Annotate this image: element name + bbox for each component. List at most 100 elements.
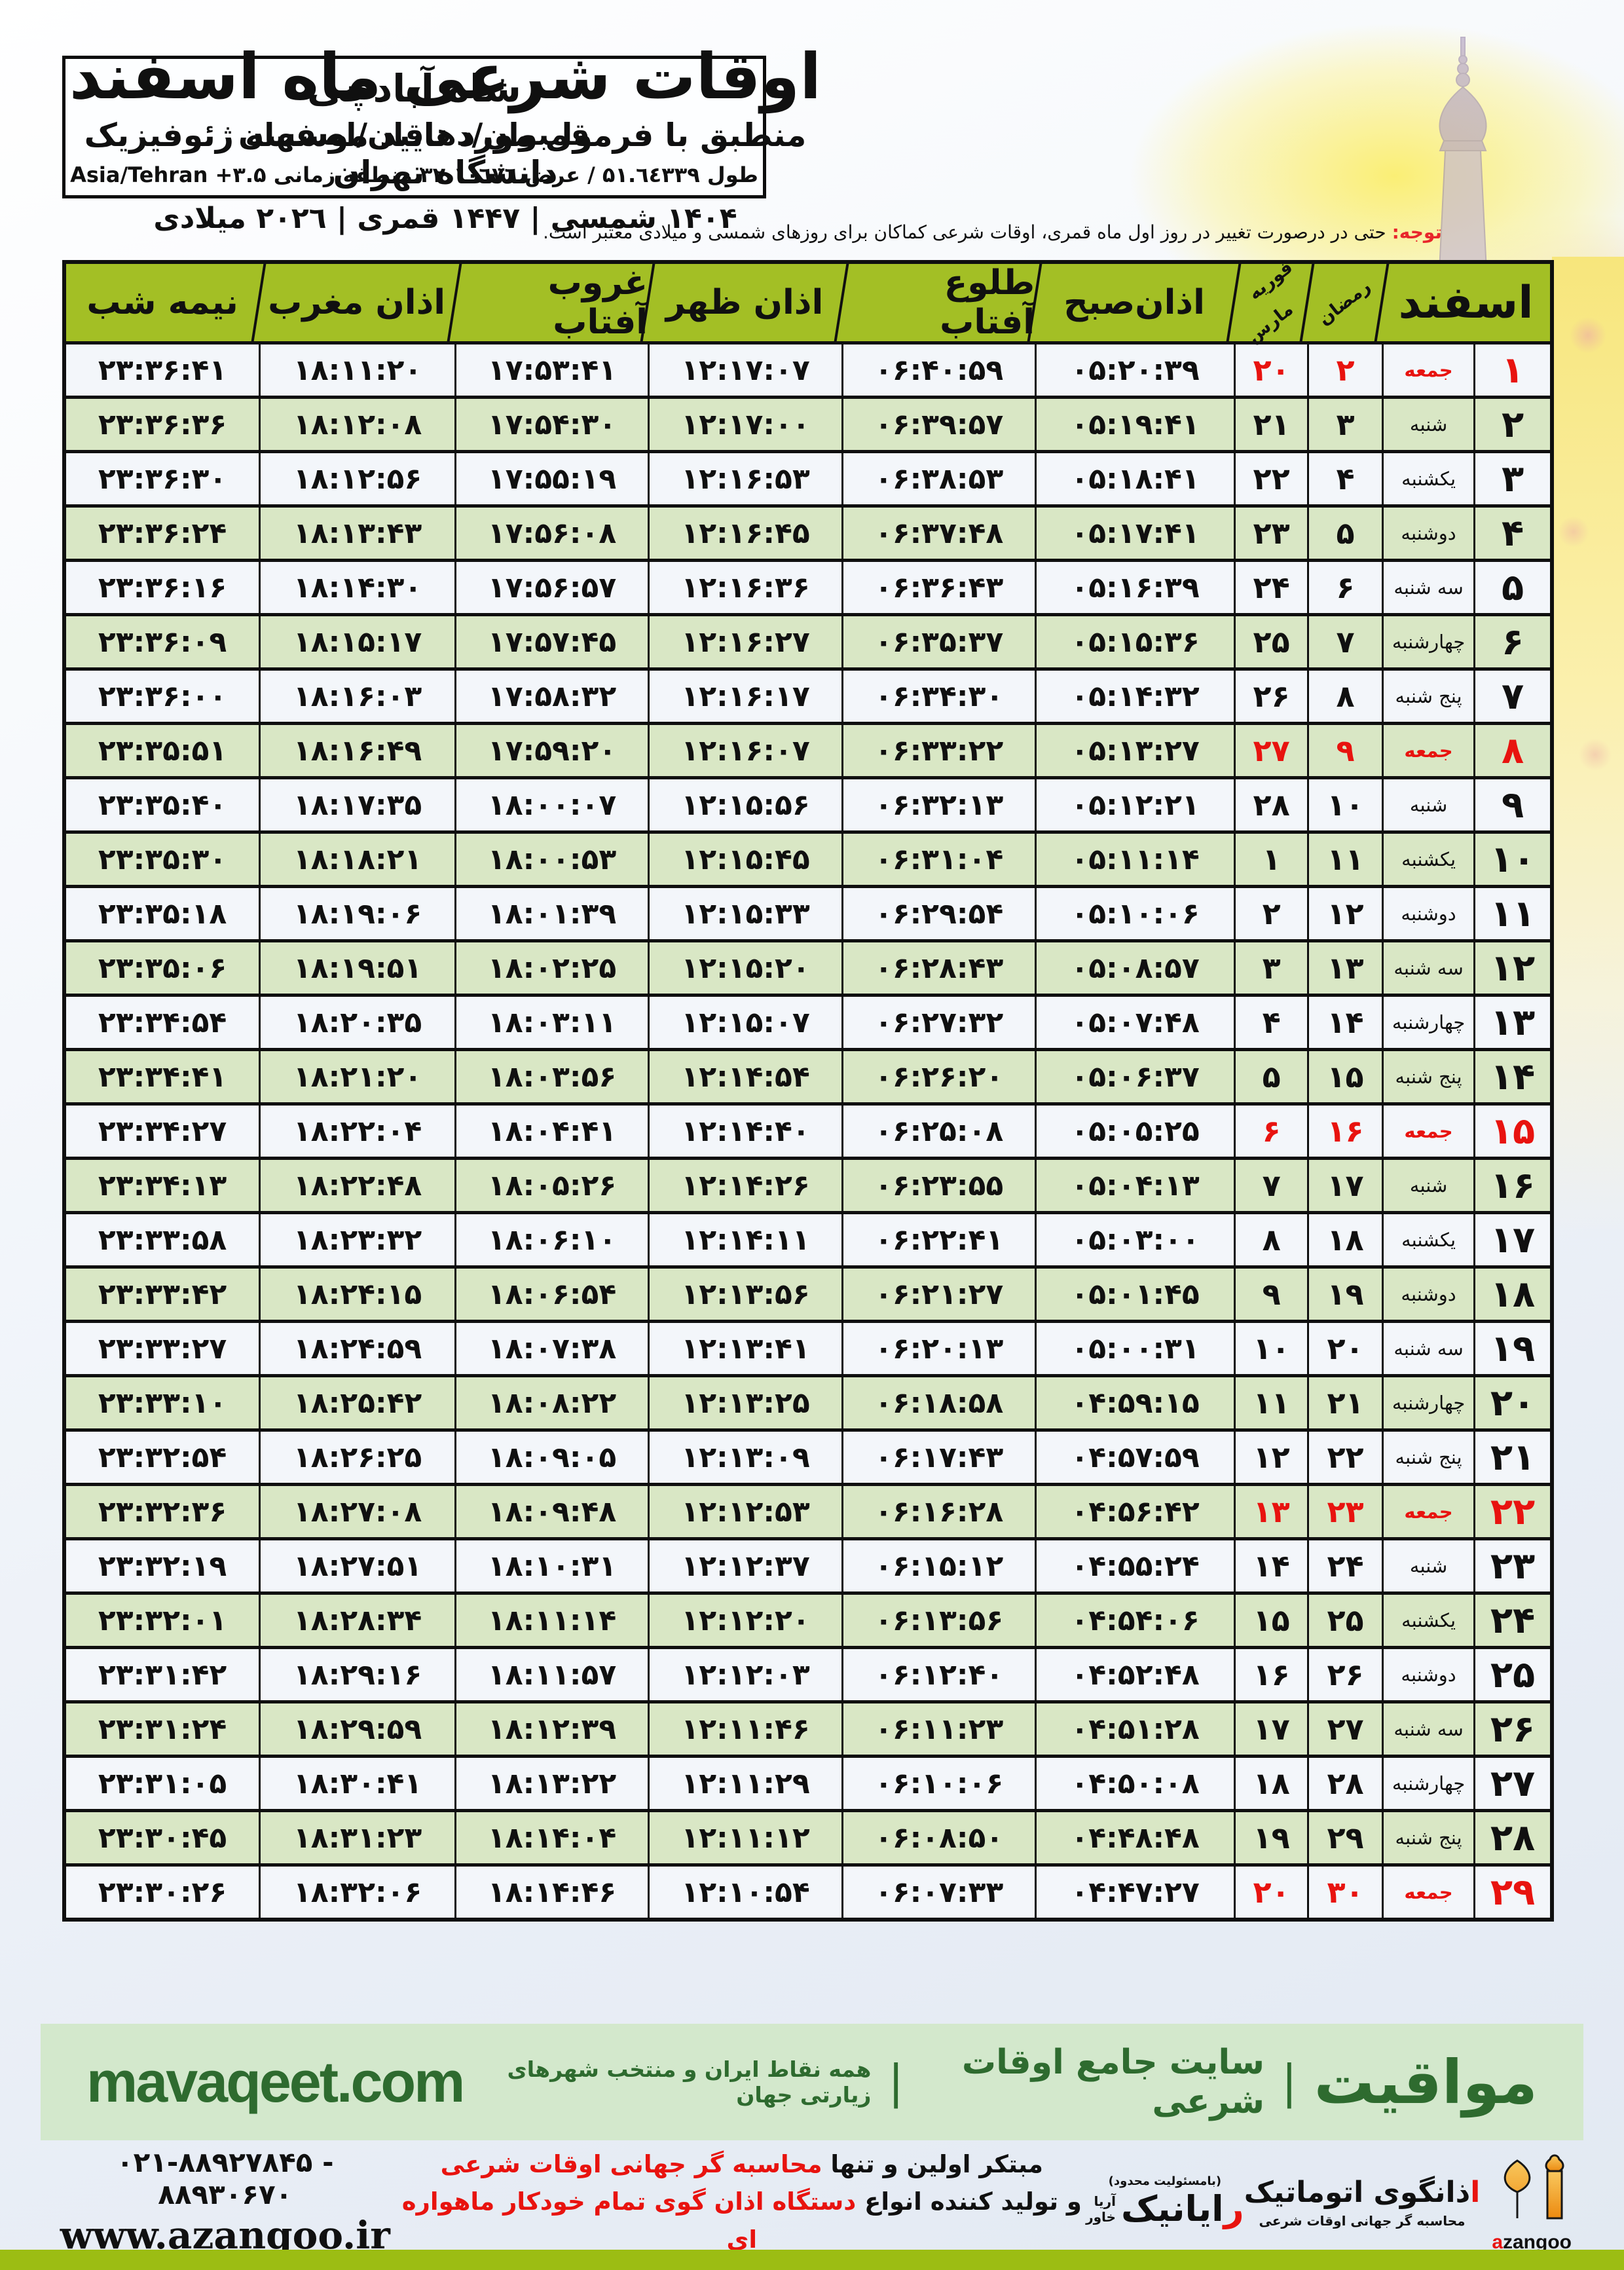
cell-weekday: پنج شنبه: [1382, 671, 1473, 722]
cell-ramadan-day: ۱۹: [1307, 1269, 1382, 1320]
cell-sunset-time: ۱۸:۱۲:۳۹: [454, 1703, 648, 1755]
cell-sunset-time: ۱۸:۰۰:۵۳: [454, 834, 648, 885]
cell-fajr-time: ۰۵:۰۷:۴۸: [1035, 997, 1234, 1048]
cell-maghrib-time: ۱۸:۱۵:۱۷: [259, 616, 454, 667]
cell-day-number: ۱۷: [1473, 1214, 1550, 1265]
cell-day-number: ۲۹: [1473, 1867, 1550, 1918]
cell-weekday: چهارشنبه: [1382, 616, 1473, 667]
table-row: ۲۲ جمعه ۲۳ ۱۳ ۰۴:۵۶:۴۲ ۰۶:۱۶:۲۸ ۱۲:۱۲:۵۳…: [66, 1483, 1550, 1537]
cell-ramadan-day: ۱۸: [1307, 1214, 1382, 1265]
cell-day-number: ۸: [1473, 725, 1550, 776]
producer-line1: مبتکر اولین و تنها محاسبه گر جهانی اوقات…: [440, 2149, 1043, 2178]
cell-fajr-time: ۰۵:۰۸:۵۷: [1035, 942, 1234, 994]
cell-gregorian-day: ۶: [1234, 1106, 1307, 1157]
table-row: ۲۴ یکشنبه ۲۵ ۱۵ ۰۴:۵۴:۰۶ ۰۶:۱۳:۵۶ ۱۲:۱۲:…: [66, 1591, 1550, 1646]
cell-midnight-time: ۲۳:۳۵:۱۸: [98, 897, 227, 931]
bottom-green-bar: [0, 2250, 1624, 2270]
cell-weekday: سه شنبه: [1382, 942, 1473, 994]
cell-maghrib-time: ۱۸:۲۹:۱۶: [259, 1649, 454, 1700]
cell-weekday: دوشنبه: [1382, 1649, 1473, 1700]
cell-dhuhr-time: ۱۲:۱۵:۲۰: [648, 942, 841, 994]
cell-dhuhr-time: ۱۲:۱۴:۱۱: [648, 1214, 841, 1265]
rayanik-name-block: رایانیک آریا خاور: [1086, 2188, 1244, 2229]
rayanik-logo: (بامسئولیت محدود) رایانیک آریا خاور: [1086, 2174, 1244, 2229]
cell-ramadan-day: ۳۰: [1307, 1867, 1382, 1918]
cell-gregorian-day: ۷: [1234, 1160, 1307, 1211]
cell-maghrib-time: ۱۸:۱۲:۰۸: [259, 399, 454, 450]
table-row: ۱ جمعه ۲ ۲۰ ۰۵:۲۰:۳۹ ۰۶:۴۰:۵۹ ۱۲:۱۷:۰۷ ۱…: [66, 341, 1550, 396]
phone-number: ۰۲۱-۸۸۹۲۷۸۴۵ - ۸۸۹۳۰۶۷۰: [117, 2146, 334, 2210]
producer-line2: و تولید کننده انواع دستگاه اذان گوی تمام…: [401, 2187, 1082, 2254]
cell-maghrib-time: ۱۸:۲۰:۳۵: [259, 997, 454, 1048]
cell-midnight-time: ۲۳:۳۳:۱۰: [98, 1386, 227, 1420]
cell-ramadan-day: ۱۱: [1307, 834, 1382, 885]
cell-fajr-time: ۰۵:۱۴:۳۲: [1035, 671, 1234, 722]
cell-maghrib-time: ۱۸:۲۷:۵۱: [259, 1540, 454, 1591]
cell-day-number: ۱۰: [1473, 834, 1550, 885]
cell-ramadan-day: ۲۸: [1307, 1758, 1382, 1809]
table-row: ۱۳ چهارشنبه ۱۴ ۴ ۰۵:۰۷:۴۸ ۰۶:۲۷:۳۲ ۱۲:۱۵…: [66, 994, 1550, 1048]
cell-dhuhr-time: ۱۲:۱۲:۳۷: [648, 1540, 841, 1591]
cell-maghrib-time: ۱۸:۱۹:۵۱: [259, 942, 454, 994]
table-row: ۱۰ یکشنبه ۱۱ ۱ ۰۵:۱۱:۱۴ ۰۶:۳۱:۰۴ ۱۲:۱۵:۴…: [66, 830, 1550, 885]
cell-sunrise-time: ۰۶:۳۹:۵۷: [841, 399, 1035, 450]
cell-day-number: ۴: [1473, 508, 1550, 559]
cell-sunset-time: ۱۷:۵۸:۳۲: [454, 671, 648, 722]
cell-midnight-time: ۲۳:۳۴:۲۷: [98, 1114, 227, 1148]
cell-ramadan-day: ۴: [1307, 453, 1382, 504]
table-row: ۱۱ دوشنبه ۱۲ ۲ ۰۵:۱۰:۰۶ ۰۶:۲۹:۵۴ ۱۲:۱۵:۳…: [66, 885, 1550, 939]
cell-sunrise-time: ۰۶:۳۵:۳۷: [841, 616, 1035, 667]
cell-maghrib-time: ۱۸:۲۳:۳۲: [259, 1214, 454, 1265]
cell-ramadan-day: ۱۲: [1307, 888, 1382, 939]
cell-gregorian-day: ۱: [1234, 834, 1307, 885]
cell-ramadan-day: ۱۴: [1307, 997, 1382, 1048]
azangoo-logo: azangoo اذانگوی اتوماتیک محاسبه گر جهانی…: [1244, 2150, 1572, 2254]
cell-midnight-time: ۲۳:۳۶:۰۰: [98, 679, 227, 713]
cell-fajr-time: ۰۵:۱۲:۲۱: [1035, 779, 1234, 830]
cell-day-number: ۱۴: [1473, 1051, 1550, 1102]
cell-midnight-time: ۲۳:۳۶:۰۹: [98, 625, 227, 659]
cell-fajr-time: ۰۵:۰۰:۳۱: [1035, 1323, 1234, 1374]
cell-weekday: دوشنبه: [1382, 508, 1473, 559]
cell-weekday: پنج شنبه: [1382, 1432, 1473, 1483]
col-header-esfand: اسفند: [1398, 276, 1534, 329]
table-row: ۱۵ جمعه ۱۶ ۶ ۰۵:۰۵:۲۵ ۰۶:۲۵:۰۸ ۱۲:۱۴:۴۰ …: [66, 1102, 1550, 1157]
cell-maghrib-time: ۱۸:۱۱:۲۰: [259, 344, 454, 396]
cell-fajr-time: ۰۵:۰۶:۳۷: [1035, 1051, 1234, 1102]
cell-sunset-time: ۱۷:۵۹:۲۰: [454, 725, 648, 776]
cell-sunset-time: ۱۸:۰۱:۳۹: [454, 888, 648, 939]
mavaqeet-footer-bar: مواقیت | سایت جامع اوقات شرعی | همه نقاط…: [41, 2024, 1583, 2140]
cell-day-number: ۷: [1473, 671, 1550, 722]
cell-sunset-time: ۱۸:۰۹:۴۸: [454, 1486, 648, 1537]
mavaqeet-domain: mavaqeet.com: [86, 2049, 465, 2114]
cell-sunrise-time: ۰۶:۱۵:۱۲: [841, 1540, 1035, 1591]
cell-dhuhr-time: ۱۲:۱۵:۴۵: [648, 834, 841, 885]
table-row: ۲۸ پنج شنبه ۲۹ ۱۹ ۰۴:۴۸:۴۸ ۰۶:۰۸:۵۰ ۱۲:۱…: [66, 1809, 1550, 1863]
cell-weekday: چهارشنبه: [1382, 997, 1473, 1048]
cell-ramadan-day: ۲۲: [1307, 1432, 1382, 1483]
cell-dhuhr-time: ۱۲:۱۷:۰۰: [648, 399, 841, 450]
col-header-maghrib: اذان مغرب: [259, 264, 454, 341]
cell-maghrib-time: ۱۸:۲۱:۲۰: [259, 1051, 454, 1102]
cell-ramadan-day: ۲: [1307, 344, 1382, 396]
table-row: ۸ جمعه ۹ ۲۷ ۰۵:۱۳:۲۷ ۰۶:۳۳:۲۲ ۱۲:۱۶:۰۷ ۱…: [66, 722, 1550, 776]
cell-ramadan-day: ۲۱: [1307, 1377, 1382, 1428]
cell-dhuhr-time: ۱۲:۱۴:۴۰: [648, 1106, 841, 1157]
cell-fajr-time: ۰۵:۰۱:۴۵: [1035, 1269, 1234, 1320]
mavaqeet-brand: مواقیت: [1314, 2047, 1538, 2117]
cell-ramadan-day: ۲۷: [1307, 1703, 1382, 1755]
azangoo-wordmark: azangoo: [1492, 2231, 1572, 2253]
cell-day-number: ۲۶: [1473, 1703, 1550, 1755]
cell-maghrib-time: ۱۸:۲۷:۰۸: [259, 1486, 454, 1537]
cell-maghrib-time: ۱۸:۲۵:۴۲: [259, 1377, 454, 1428]
cell-ramadan-day: ۲۴: [1307, 1540, 1382, 1591]
title-area: اوقات شرعی ماه اسفند منطبق با فرمول مورد…: [39, 41, 851, 236]
cell-maghrib-time: ۱۸:۱۹:۰۶: [259, 888, 454, 939]
mavaqeet-brand-block: مواقیت | سایت جامع اوقات شرعی | همه نقاط…: [463, 2043, 1538, 2121]
cell-ramadan-day: ۲۳: [1307, 1486, 1382, 1537]
cell-maghrib-time: ۱۸:۲۲:۴۸: [259, 1160, 454, 1211]
cell-day-number: ۱۵: [1473, 1106, 1550, 1157]
cell-dhuhr-time: ۱۲:۱۱:۴۶: [648, 1703, 841, 1755]
cell-dhuhr-time: ۱۲:۱۶:۵۳: [648, 453, 841, 504]
